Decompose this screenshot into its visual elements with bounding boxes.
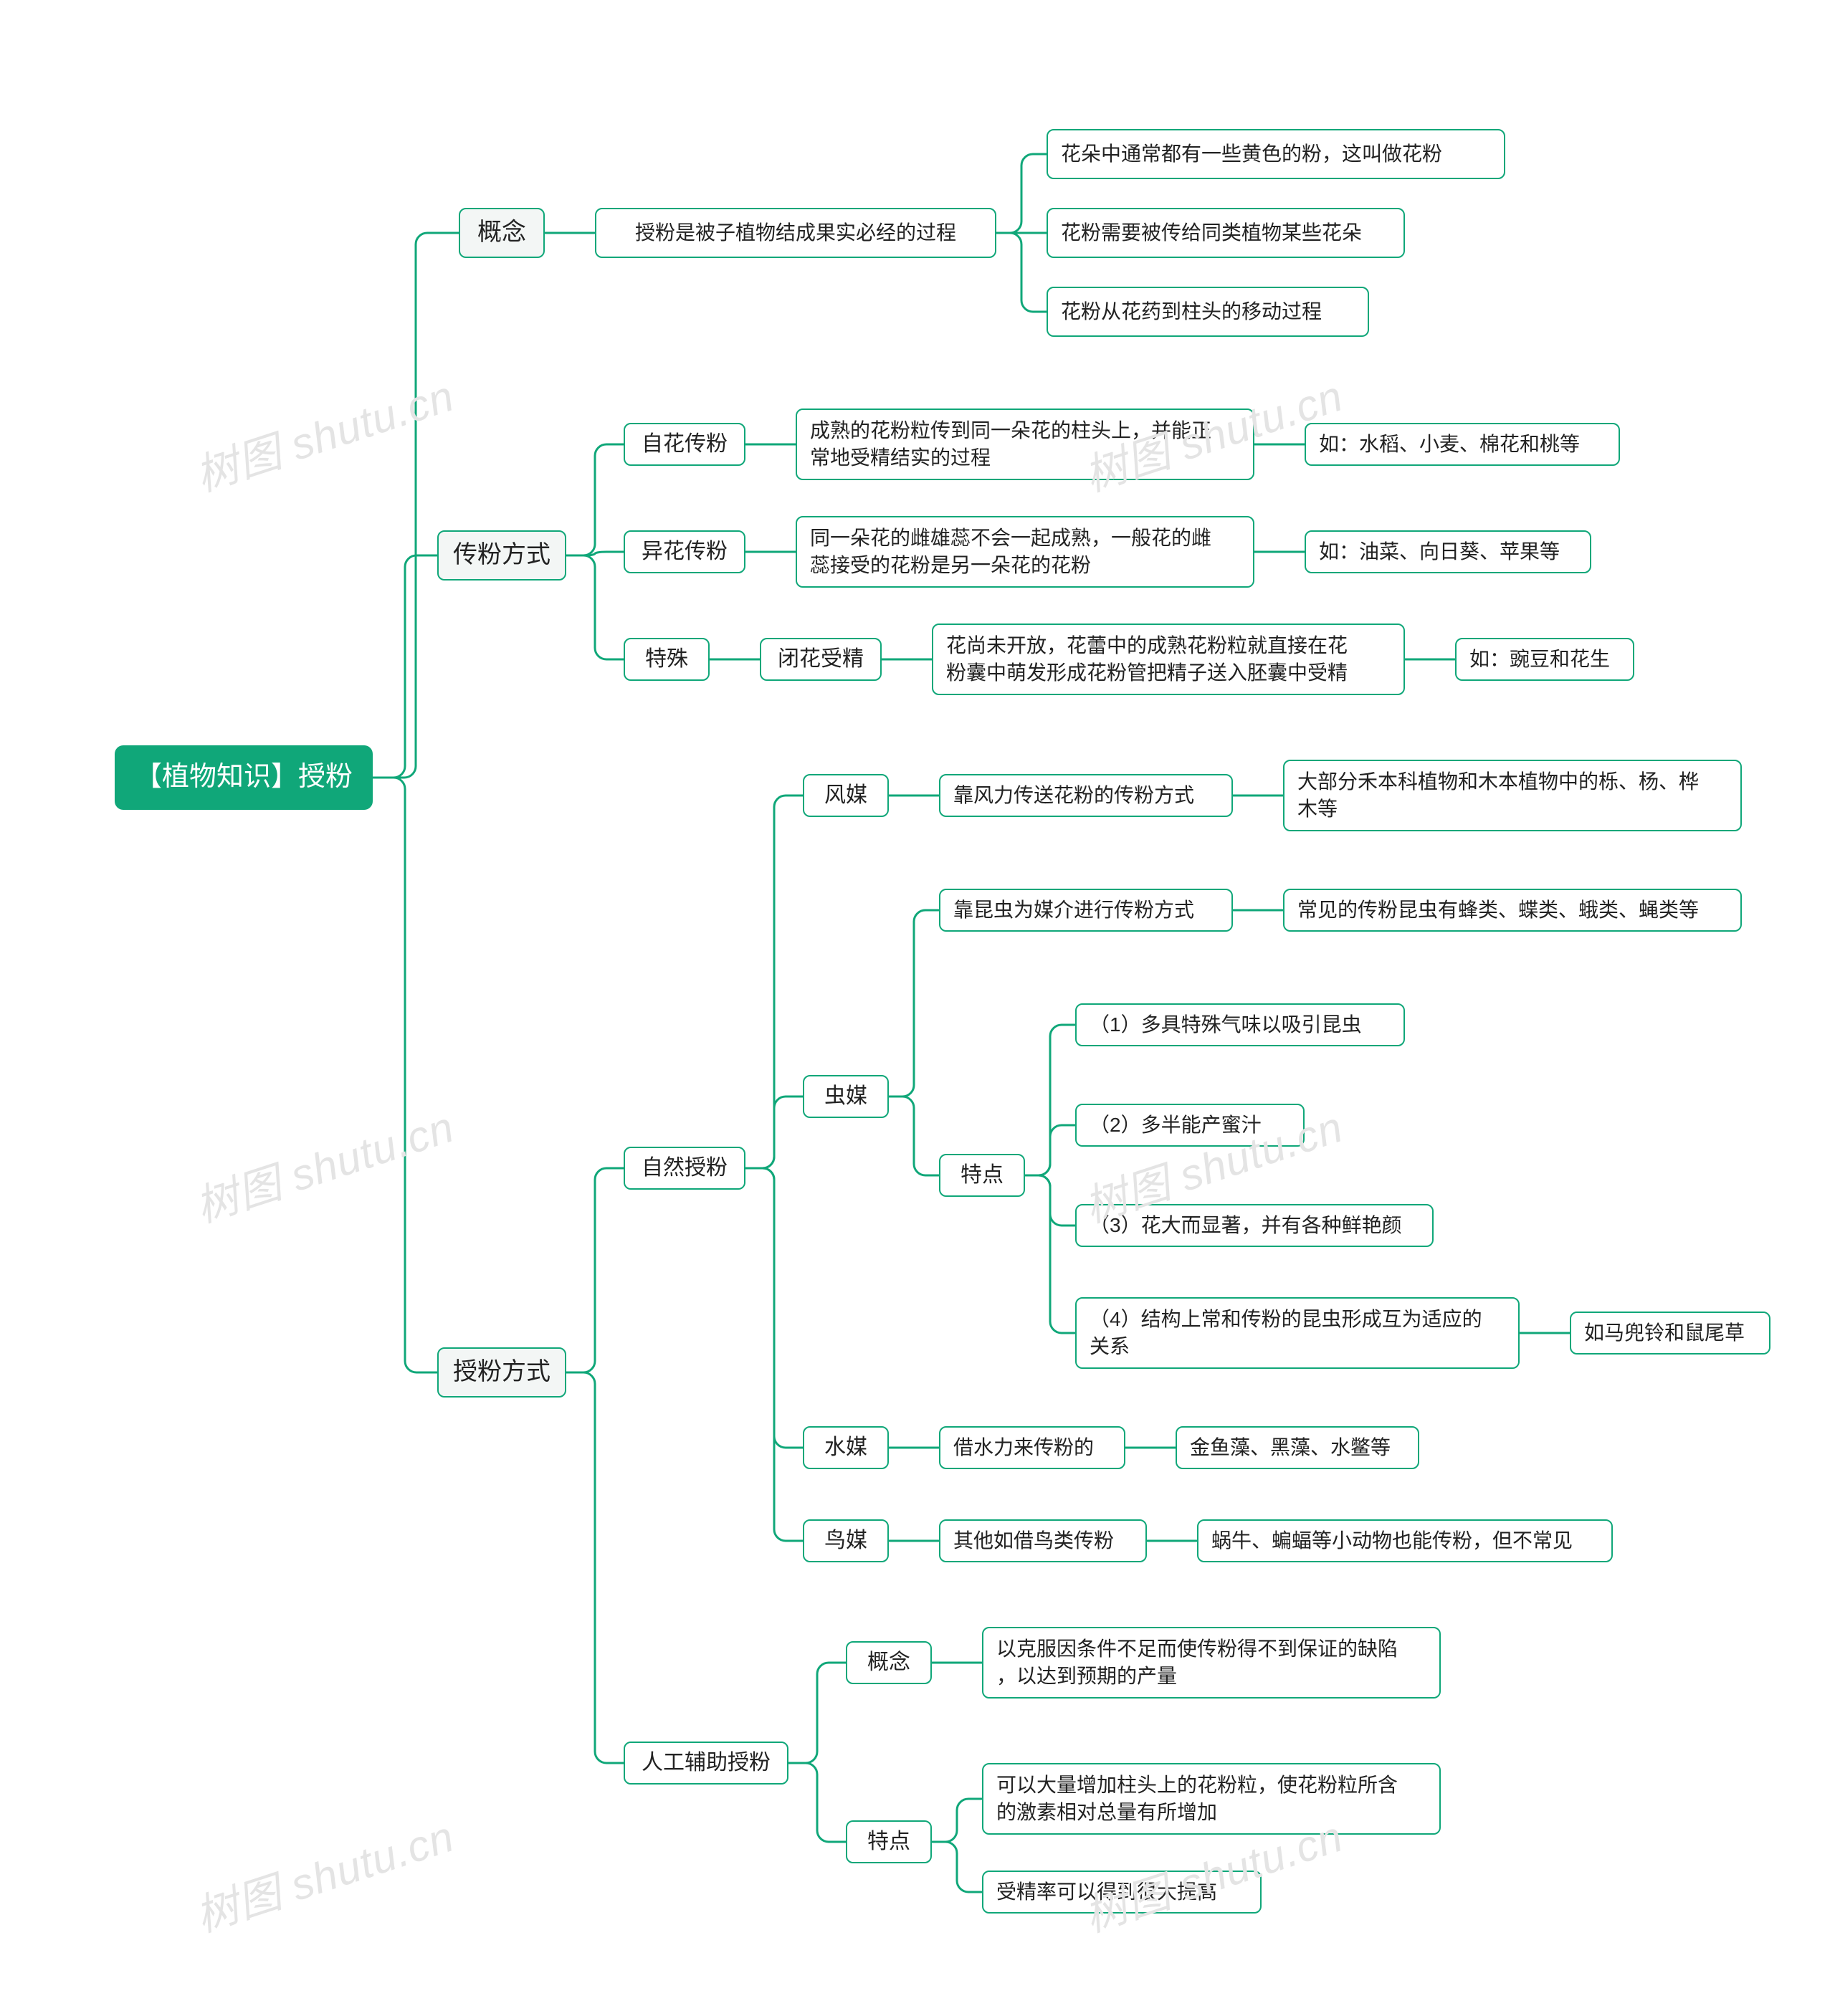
edge-sf-art xyxy=(566,1372,624,1763)
node-cf_t_b: 闭花受精 xyxy=(760,638,882,681)
node-cm_e: 常见的传粉昆虫有蜂类、蝶类、蛾类、蝇类等 xyxy=(1283,889,1742,932)
node-cm_t4e: 如马兜铃和鼠尾草 xyxy=(1570,1312,1770,1355)
node-nm_d: 其他如借鸟类传粉 xyxy=(939,1519,1147,1562)
edge-cm_td-cm_t4 xyxy=(1025,1175,1075,1333)
node-gn_c3: 花粉从花药到柱头的移动过程 xyxy=(1047,287,1369,337)
node-cf_y: 异花传粉 xyxy=(624,530,745,573)
edge-root-gn xyxy=(373,233,459,778)
node-art_t2: 受精率可以得到很大提高 xyxy=(982,1871,1262,1914)
node-gn_c2: 花粉需要被传给同类植物某些花朵 xyxy=(1047,208,1405,258)
edge-nat-sm xyxy=(745,1168,803,1448)
node-cf_y_d: 同一朵花的雌雄蕊不会一起成熟，一般花的雌 蕊接受的花粉是另一朵花的花粉 xyxy=(796,516,1254,588)
edge-cm_td-cm_t2 xyxy=(1025,1125,1075,1175)
node-fm: 风媒 xyxy=(803,774,889,817)
edge-sf-nat xyxy=(566,1168,624,1372)
node-fm_e: 大部分禾本科植物和木本植物中的栎、杨、桦 木等 xyxy=(1283,760,1742,831)
node-art_gd: 以克服因条件不足而使传粉得不到保证的缺陷 ，以达到预期的产量 xyxy=(982,1627,1441,1699)
node-art_g: 概念 xyxy=(846,1641,932,1684)
node-cf_z: 自花传粉 xyxy=(624,423,745,466)
node-cm_t3: （3）花大而显著，并有各种鲜艳颜 xyxy=(1075,1204,1434,1247)
edge-nat-cm xyxy=(745,1097,803,1168)
node-art_t: 特点 xyxy=(846,1820,932,1863)
node-cm_d: 靠昆虫为媒介进行传粉方式 xyxy=(939,889,1233,932)
node-cf_t_e: 如：豌豆和花生 xyxy=(1455,638,1634,681)
node-cf_z_e: 如：水稻、小麦、棉花和桃等 xyxy=(1305,423,1620,466)
watermark: 树图 shutu.cn xyxy=(186,1092,461,1234)
edge-cm-cm_d xyxy=(889,910,939,1097)
edge-gn_c-gn_c3 xyxy=(996,233,1047,312)
node-nm: 鸟媒 xyxy=(803,1519,889,1562)
edge-art-art_t xyxy=(788,1763,846,1842)
node-gn_c: 授粉是被子植物结成果实必经的过程 xyxy=(595,208,996,258)
connector-layer xyxy=(0,0,1835,2016)
edge-nat-fm xyxy=(745,796,803,1168)
edge-art_t-art_t2 xyxy=(932,1842,982,1892)
node-art_t1: 可以大量增加柱头上的花粉粒，使花粉粒所含 的激素相对总量有所增加 xyxy=(982,1763,1441,1835)
node-cf_y_e: 如：油菜、向日葵、苹果等 xyxy=(1305,530,1591,573)
edge-nat-nm xyxy=(745,1168,803,1541)
node-cm_td: 特点 xyxy=(939,1154,1025,1197)
edge-cf-cf_z xyxy=(566,444,624,555)
edge-root-cf xyxy=(373,555,437,778)
watermark: 树图 shutu.cn xyxy=(186,1802,461,1944)
node-sf: 授粉方式 xyxy=(437,1347,566,1398)
watermark: 树图 shutu.cn xyxy=(186,361,461,503)
edge-cm_td-cm_t1 xyxy=(1025,1025,1075,1175)
node-cm_t1: （1）多具特殊气味以吸引昆虫 xyxy=(1075,1003,1405,1046)
node-fm_d: 靠风力传送花粉的传粉方式 xyxy=(939,774,1233,817)
node-gn_c1: 花朵中通常都有一些黄色的粉，这叫做花粉 xyxy=(1047,129,1505,179)
edge-cm_td-cm_t3 xyxy=(1025,1175,1075,1226)
node-cf_t_d: 花尚未开放，花蕾中的成熟花粉粒就直接在花 粉囊中萌发形成花粉管把精子送入胚囊中受… xyxy=(932,624,1405,695)
edge-cf-cf_t xyxy=(566,555,624,659)
node-cf_z_d: 成熟的花粉粒传到同一朵花的柱头上，并能正 常地受精结实的过程 xyxy=(796,409,1254,480)
node-sm_e: 金鱼藻、黑藻、水鳖等 xyxy=(1176,1426,1419,1469)
node-root: 【植物知识】授粉 xyxy=(115,745,373,810)
edge-art-art_g xyxy=(788,1663,846,1763)
edge-gn_c-gn_c1 xyxy=(996,154,1047,233)
node-sm_d: 借水力来传粉的 xyxy=(939,1426,1125,1469)
node-cm: 虫媒 xyxy=(803,1075,889,1118)
node-sm: 水媒 xyxy=(803,1426,889,1469)
node-gn: 概念 xyxy=(459,208,545,258)
edge-cm-cm_td xyxy=(889,1097,939,1175)
edge-cf-cf_y xyxy=(566,552,624,555)
node-nat: 自然授粉 xyxy=(624,1147,745,1190)
node-nm_e: 蜗牛、蝙蝠等小动物也能传粉，但不常见 xyxy=(1197,1519,1613,1562)
node-cm_t4: （4）结构上常和传粉的昆虫形成互为适应的 关系 xyxy=(1075,1297,1520,1369)
node-cf: 传粉方式 xyxy=(437,530,566,581)
node-art: 人工辅助授粉 xyxy=(624,1742,788,1785)
edge-root-sf xyxy=(373,778,437,1372)
edge-art_t-art_t1 xyxy=(932,1799,982,1842)
node-cm_t2: （2）多半能产蜜汁 xyxy=(1075,1104,1305,1147)
node-cf_t: 特殊 xyxy=(624,638,710,681)
